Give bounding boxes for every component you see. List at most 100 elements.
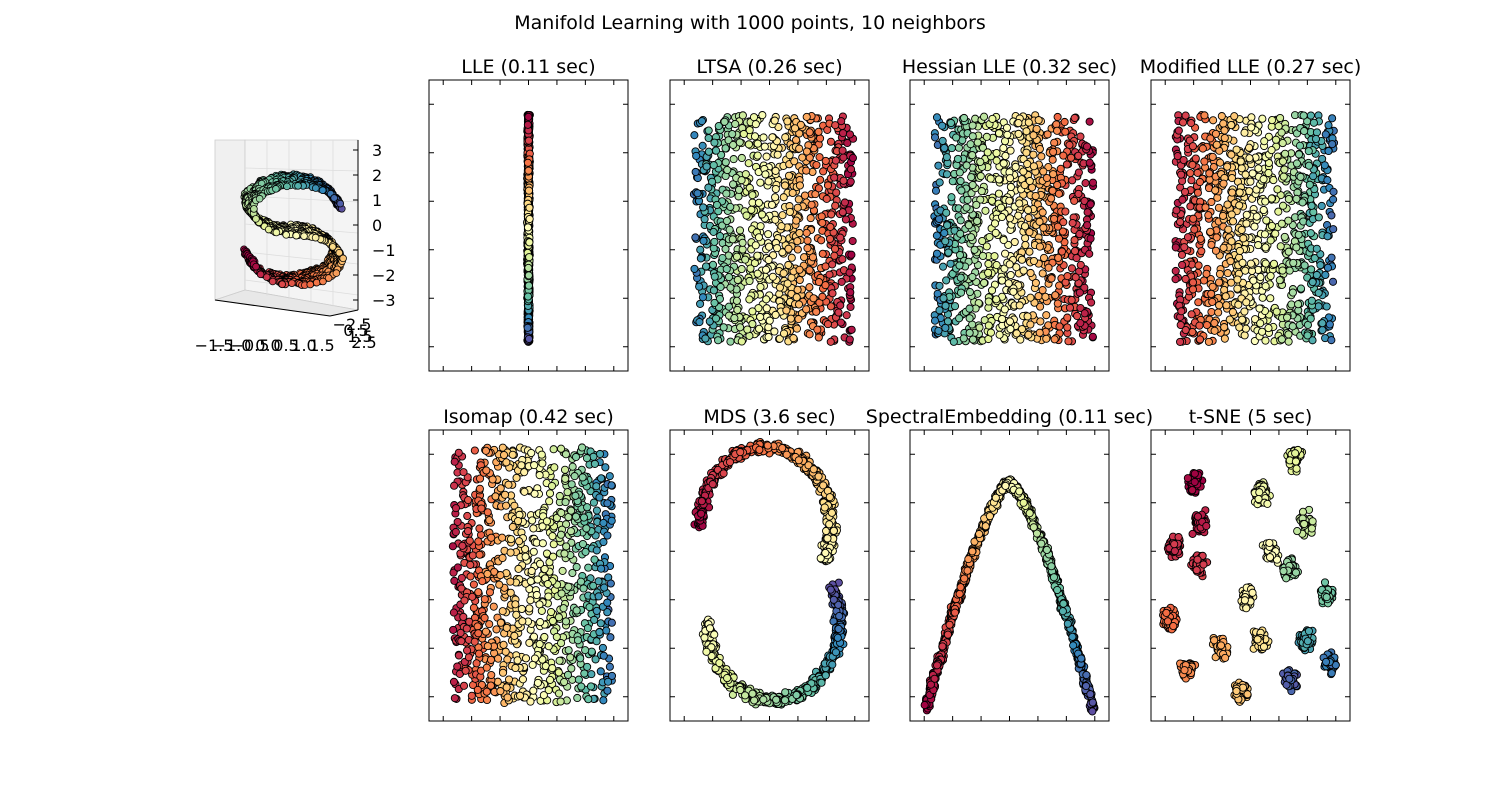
scatter-point	[809, 294, 818, 303]
scatter-point	[559, 604, 568, 613]
scatter-point	[955, 168, 964, 177]
scatter-point	[715, 294, 724, 303]
scatter-point	[597, 564, 606, 573]
scatter-point	[1238, 258, 1247, 267]
scatter-point	[485, 620, 494, 629]
scatter-point	[745, 295, 754, 304]
scatter-point	[794, 195, 803, 204]
scatter-point	[784, 171, 794, 180]
scatter-point	[1181, 111, 1190, 120]
scatter-point	[1277, 219, 1286, 228]
scatter-point	[1004, 279, 1013, 288]
scatter-point	[1323, 232, 1332, 241]
scatter-point	[1230, 112, 1239, 121]
scatter-point	[1211, 246, 1221, 255]
scatter-point	[983, 148, 992, 157]
scatter-point	[826, 337, 835, 346]
scatter-point	[1278, 157, 1287, 166]
scatter-point	[828, 260, 837, 269]
scatter-point	[775, 334, 784, 343]
scatter-point	[1082, 142, 1092, 151]
scatter-point	[784, 260, 793, 270]
scatter-point	[474, 649, 484, 658]
scatter-point	[955, 314, 964, 323]
scatter-point	[523, 120, 532, 129]
scatter-point	[710, 138, 719, 147]
scatter-point	[1312, 244, 1321, 253]
scatter-point	[1059, 218, 1068, 227]
scatter-point	[836, 301, 845, 310]
scatter-point	[802, 305, 811, 314]
scatter-point	[792, 135, 801, 145]
scatter-point	[1328, 140, 1337, 149]
scatter-point	[1188, 285, 1198, 294]
scatter-point	[459, 681, 469, 690]
scatter-point	[1006, 270, 1015, 280]
scatter-point	[1256, 319, 1265, 328]
scatter-point	[1055, 322, 1064, 331]
scatter-point	[994, 189, 1003, 198]
scatter-point	[955, 261, 964, 270]
scatter-point	[845, 130, 854, 139]
scatter-point	[472, 659, 481, 668]
scatter-point	[753, 251, 762, 260]
scatter-point	[1006, 182, 1015, 192]
subplot-2: LTSA (0.26 sec)	[669, 56, 870, 372]
scatter-point	[935, 306, 944, 315]
scatter-point	[1001, 151, 1010, 160]
scatter-point	[1172, 206, 1181, 215]
scatter-point	[1227, 210, 1236, 219]
scatter-point	[991, 228, 1000, 237]
scatter-point	[1254, 241, 1263, 250]
scatter-point	[1314, 213, 1323, 222]
scatter-point	[1070, 196, 1079, 205]
scatter-point	[761, 170, 770, 179]
scatter-point	[948, 177, 957, 186]
scatter-point	[506, 588, 515, 597]
scatter-point	[831, 156, 840, 165]
scatter-point	[1019, 266, 1028, 275]
scatter-point	[1227, 150, 1236, 159]
scatter-point	[590, 459, 599, 468]
scatter-point	[785, 207, 794, 216]
scatter-point	[696, 245, 705, 254]
scatter-point	[1031, 191, 1040, 201]
scatter-point	[947, 144, 956, 153]
scatter-point	[1267, 221, 1277, 230]
scatter-point	[599, 518, 608, 527]
scatter-point	[1005, 174, 1015, 183]
scatter-point	[1309, 172, 1318, 181]
scatter-point	[1056, 164, 1065, 173]
scatter-point	[1035, 144, 1044, 153]
scatter-point	[450, 481, 459, 490]
scatter-point	[995, 330, 1004, 339]
scatter-point	[506, 535, 516, 544]
scatter-point	[1047, 274, 1056, 283]
scatter-point	[1273, 185, 1282, 194]
scatter-point	[549, 540, 558, 549]
scatter-point	[1186, 202, 1195, 211]
scatter-point	[567, 480, 576, 489]
scatter-point	[1266, 294, 1275, 303]
scatter-point	[1228, 188, 1237, 197]
scatter-point	[846, 302, 855, 312]
scatter-point	[818, 249, 827, 258]
scatter-point	[1207, 307, 1216, 317]
scatter-point	[1054, 234, 1064, 243]
scatter-point	[711, 314, 721, 323]
scatter-point	[845, 268, 854, 277]
scatter-point	[1261, 259, 1270, 268]
scatter-point	[826, 222, 835, 231]
scatter-point	[1294, 230, 1303, 239]
scatter-point	[1023, 206, 1033, 215]
scatter-point	[982, 132, 991, 141]
scatter-point	[837, 117, 846, 126]
scatter-point	[1277, 335, 1286, 344]
scatter-point	[771, 166, 780, 175]
scatter-point	[517, 604, 526, 614]
scatter-point	[793, 285, 802, 294]
scatter-point	[1061, 207, 1070, 216]
scatter-point	[524, 136, 533, 145]
scatter-point	[999, 236, 1008, 245]
scatter-point	[1220, 126, 1229, 135]
